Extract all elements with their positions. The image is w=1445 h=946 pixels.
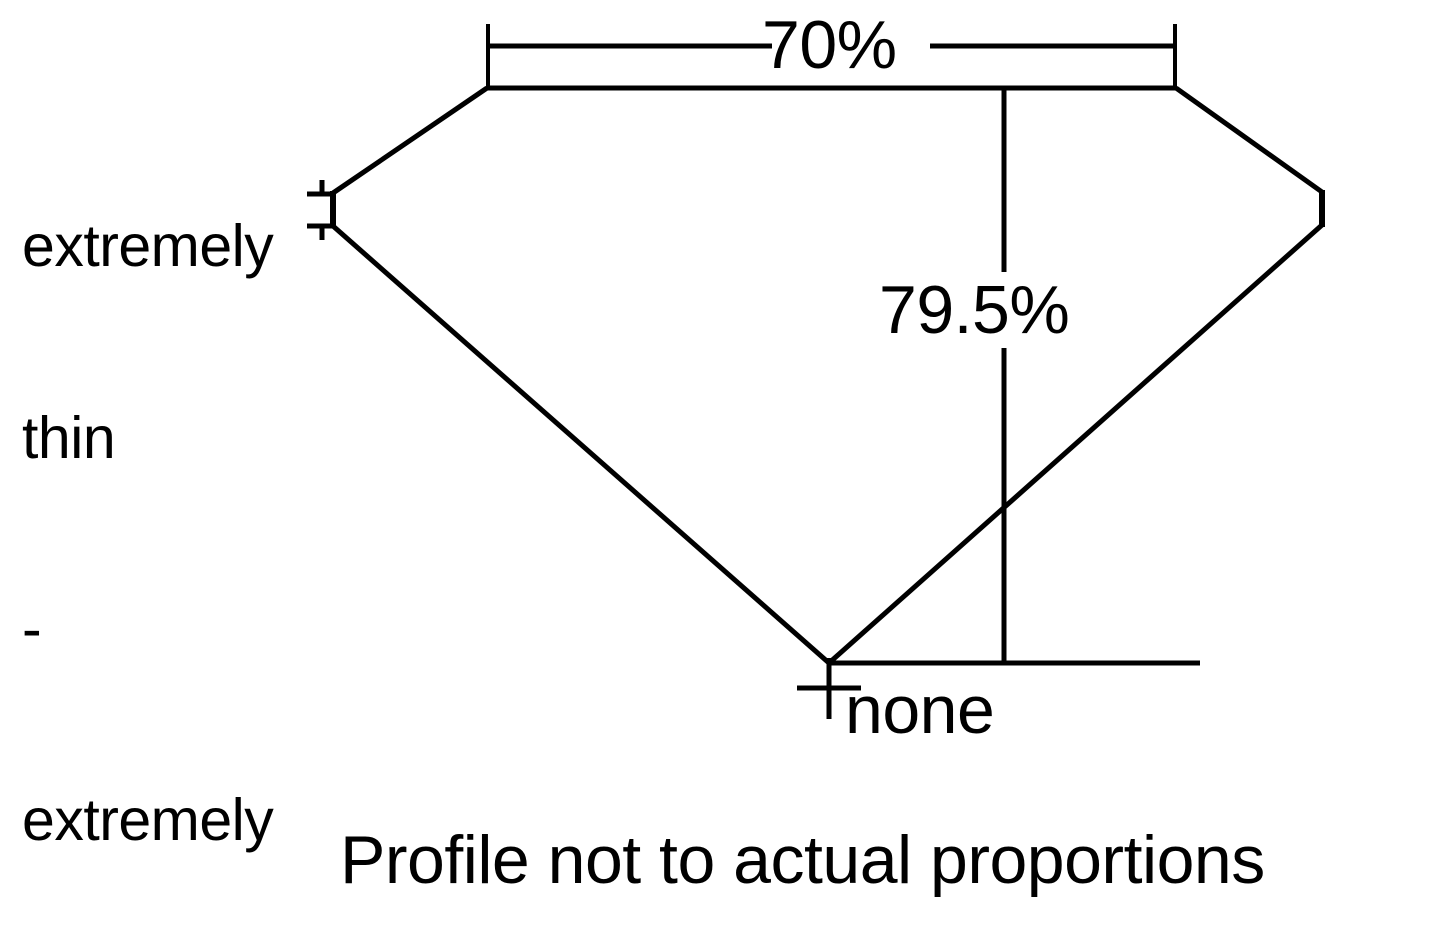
stone-outline [330, 85, 1325, 665]
crown-facet-left [331, 85, 489, 196]
pavilion-facet-right [827, 223, 1324, 665]
table-percent-label: 70% [762, 7, 897, 83]
culet-marker [797, 658, 861, 719]
girdle-label-line-2: thin [22, 404, 116, 471]
girdle-label-line-1: extremely [22, 213, 274, 280]
crown-facet-right [1174, 85, 1324, 195]
girdle-thickness-label: extremely thin - extremely thick (polish… [22, 88, 352, 946]
depth-dimension [829, 88, 1200, 666]
depth-percent-label: 79.5% [879, 272, 1070, 348]
diagram-caption: Profile not to actual proportions [340, 822, 1265, 898]
culet-size-label: none [845, 672, 995, 748]
girdle-label-line-3: - [22, 595, 42, 662]
girdle-thickness-indicator [307, 180, 336, 240]
pavilion-facet-left [331, 224, 831, 665]
girdle-label-line-4: extremely [22, 786, 274, 853]
table-width-dimension [486, 24, 1177, 90]
